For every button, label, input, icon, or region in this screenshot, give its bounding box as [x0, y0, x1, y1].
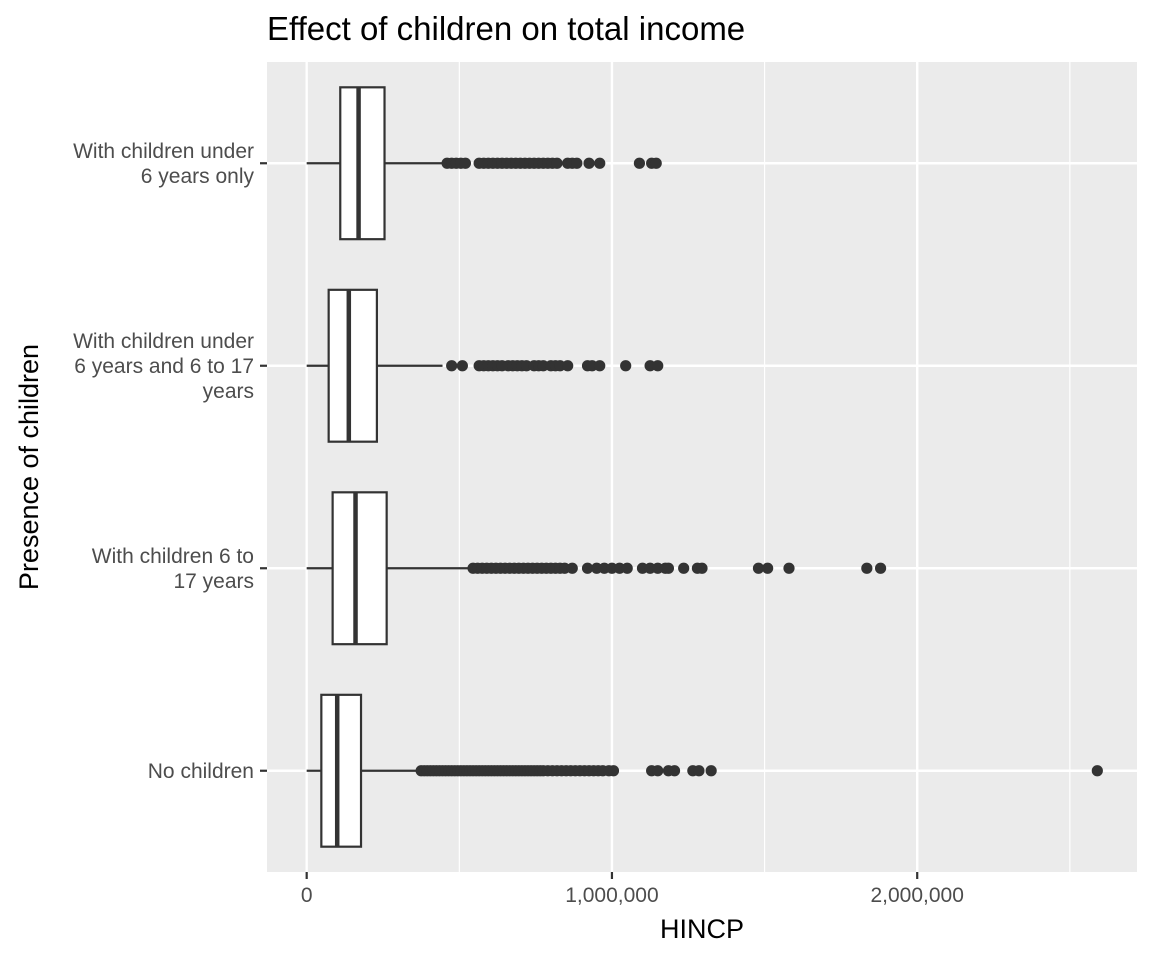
- outlier-point: [456, 360, 468, 372]
- outlier-point: [621, 562, 633, 574]
- outlier-point: [678, 562, 690, 574]
- outlier-point: [874, 562, 887, 574]
- boxplot-group: [306, 86, 662, 241]
- x-tick-label: 0: [301, 884, 313, 907]
- y-tick-label-line: 6 years only: [141, 165, 255, 188]
- outlier-point: [752, 562, 765, 574]
- outlier-point: [1091, 765, 1103, 777]
- outlier-point: [566, 562, 578, 574]
- iqr-box: [327, 288, 378, 443]
- chart-title: Effect of children on total income: [267, 10, 745, 47]
- y-tick-label-line: 6 years and 6 to 17: [74, 355, 254, 378]
- y-tick-label-line: With children under: [73, 140, 254, 163]
- iqr-box: [339, 86, 386, 241]
- outlier-point: [607, 765, 620, 777]
- y-axis-title: Presence of children: [14, 344, 44, 590]
- boxplot-group: [306, 288, 664, 443]
- outlier-point: [861, 562, 873, 574]
- outlier-point: [594, 360, 606, 372]
- outlier-point: [571, 157, 583, 169]
- y-tick-label-line: 17 years: [173, 570, 254, 593]
- outlier-point: [583, 157, 595, 169]
- iqr-box: [320, 693, 363, 848]
- outlier-point: [696, 562, 708, 574]
- outlier-point: [762, 562, 774, 574]
- y-tick-label: With children under 6 years only: [73, 140, 254, 188]
- outlier-point: [650, 157, 662, 169]
- y-tick-label-line: With children under: [73, 330, 254, 353]
- y-tick-label: No children: [148, 760, 254, 783]
- outlier-point: [581, 562, 594, 574]
- outlier-point: [668, 765, 681, 777]
- outlier-point: [620, 360, 632, 372]
- outlier-point: [662, 562, 675, 574]
- outlier-point: [562, 360, 574, 372]
- outlier-point: [551, 157, 563, 169]
- y-tick-label-line: years: [203, 380, 254, 403]
- y-tick-label-line: No children: [148, 760, 254, 783]
- boxplot-group: [306, 693, 1103, 848]
- outlier-point: [652, 765, 664, 777]
- outlier-point: [705, 765, 717, 777]
- outlier-point: [446, 360, 458, 372]
- iqr-box: [331, 491, 388, 646]
- plot-panel: [267, 62, 1137, 872]
- box-layer: [306, 86, 1103, 848]
- boxplot-group: [306, 491, 887, 646]
- x-tick-label: 2,000,000: [870, 884, 963, 907]
- outlier-point: [459, 157, 472, 169]
- outlier-point: [594, 157, 606, 169]
- outlier-point: [652, 360, 664, 372]
- outlier-point: [783, 562, 795, 574]
- x-axis-title: HINCP: [660, 914, 744, 944]
- outlier-point: [633, 157, 646, 169]
- y-tick-label: With children under 6 years and 6 to 17 ye…: [73, 330, 254, 403]
- x-tick-label: 1,000,000: [565, 884, 658, 907]
- y-tick-label-line: With children 6 to: [92, 545, 254, 568]
- y-tick-label: With children 6 to 17 years: [92, 545, 254, 593]
- outlier-point: [693, 765, 705, 777]
- x-axis: 0 1,000,000 2,000,000: [301, 872, 964, 907]
